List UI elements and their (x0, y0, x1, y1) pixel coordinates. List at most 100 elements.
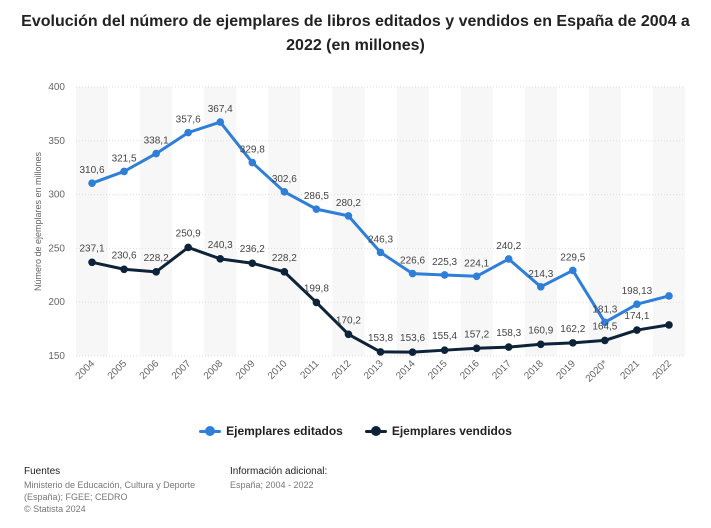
data-point (440, 346, 449, 354)
data-label: 198,13 (622, 286, 653, 297)
sources-heading[interactable]: Fuentes (24, 466, 61, 477)
data-point (216, 118, 225, 126)
data-label: 228,2 (272, 253, 297, 264)
series-line-editados (91, 120, 670, 324)
legend-label: Ejemplares vendidos (391, 424, 512, 438)
x-tick-label: 2005 (106, 358, 130, 382)
data-point (312, 205, 321, 213)
data-point (440, 271, 449, 279)
data-point (536, 283, 545, 291)
data-label: 157,2 (464, 329, 489, 340)
data-point (665, 292, 673, 300)
legend-item-editados[interactable]: Ejemplares editados (199, 424, 343, 438)
data-point (152, 149, 160, 158)
column-band (588, 87, 621, 356)
data-label: 229,5 (560, 252, 585, 263)
data-point (601, 336, 609, 345)
data-label: 338,1 (144, 136, 169, 147)
column-band (396, 87, 429, 356)
data-point (88, 179, 96, 187)
data-label: 153,8 (368, 333, 393, 344)
additional-info-text: España; 2004 - 2022 (230, 480, 314, 490)
data-point (184, 243, 192, 252)
data-label: 280,2 (336, 198, 361, 209)
column-band (524, 87, 557, 356)
x-tick-label: 2009 (234, 358, 258, 382)
data-label: 153,6 (400, 333, 425, 344)
data-point (504, 343, 513, 351)
data-label: 228,2 (144, 253, 169, 264)
data-point (601, 318, 609, 327)
data-label: 199,8 (304, 283, 329, 294)
data-label: 224,1 (464, 258, 489, 269)
y-axis-label: Número de ejemplares en millones (33, 151, 43, 291)
data-label: 181,3 (592, 304, 617, 315)
data-label: 357,6 (176, 115, 201, 126)
x-tick-label: 2006 (138, 358, 162, 382)
data-label: 160,9 (528, 325, 553, 336)
data-point (408, 269, 417, 278)
data-point (152, 268, 160, 276)
legend-marker-icon (364, 426, 387, 436)
legend-marker-icon (199, 426, 222, 436)
y-tick-label: 300 (48, 190, 65, 201)
data-point (248, 259, 257, 268)
x-tick-label: 2014 (394, 358, 418, 382)
data-point (120, 167, 128, 176)
x-tick-label: 2012 (330, 358, 354, 382)
data-label: 286,5 (304, 191, 329, 202)
data-point (633, 326, 641, 334)
x-tick-label: 2020* (584, 358, 610, 384)
x-tick-label: 2019 (554, 358, 578, 382)
x-tick-label: 2004 (74, 358, 98, 382)
data-label: 250,9 (176, 228, 201, 239)
additional-info-block: Información adicional: España; 2004 - 20… (230, 466, 470, 491)
legend-item-vendidos[interactable]: Ejemplares vendidos (364, 424, 512, 438)
data-point (536, 340, 545, 349)
data-label: 240,3 (208, 240, 233, 251)
data-point (216, 255, 225, 263)
data-label: 302,6 (272, 174, 297, 185)
data-point (248, 158, 257, 167)
data-label: 367,4 (208, 104, 233, 115)
data-label: 170,2 (336, 315, 361, 326)
y-tick-label: 150 (48, 351, 65, 362)
chart-title: Evolución del número de ejemplares de li… (21, 13, 690, 54)
column-band (652, 87, 685, 356)
data-point (344, 212, 353, 220)
sources-block: Fuentes Ministerio de Educación, Cultura… (24, 466, 224, 515)
x-tick-label: 2010 (266, 358, 290, 382)
data-label: 237,1 (80, 243, 105, 254)
data-point (472, 344, 481, 353)
x-tick-label: 2013 (362, 358, 386, 382)
data-point (280, 188, 289, 196)
data-label: 225,3 (432, 257, 457, 268)
column-band (460, 87, 493, 356)
x-tick-label: 2017 (490, 358, 514, 382)
data-label: 214,3 (528, 269, 553, 280)
data-label: 174,1 (624, 311, 649, 322)
data-point (665, 321, 673, 329)
data-label: 155,4 (432, 331, 457, 342)
x-tick-label: 2018 (522, 358, 546, 382)
legend-label: Ejemplares editados (226, 424, 343, 438)
data-point (312, 298, 321, 307)
x-tick-label: 2011 (299, 358, 322, 381)
y-tick-label: 400 (48, 82, 65, 93)
column-band (332, 87, 365, 356)
additional-info-heading[interactable]: Información adicional: (230, 466, 328, 477)
data-label: 164,5 (592, 321, 617, 332)
data-point (88, 258, 96, 267)
x-tick-label: 2022 (651, 358, 675, 382)
data-label: 236,2 (240, 244, 265, 255)
data-point (184, 128, 192, 137)
data-point (504, 255, 513, 263)
data-point (376, 348, 385, 356)
data-label: 230,6 (112, 250, 137, 261)
data-point (569, 266, 577, 275)
column-band (204, 87, 237, 356)
data-label: 226,6 (400, 256, 425, 267)
data-label: 158,3 (496, 328, 521, 339)
sources-text: Ministerio de Educación, Cultura y Depor… (24, 480, 196, 502)
column-band (76, 87, 109, 356)
